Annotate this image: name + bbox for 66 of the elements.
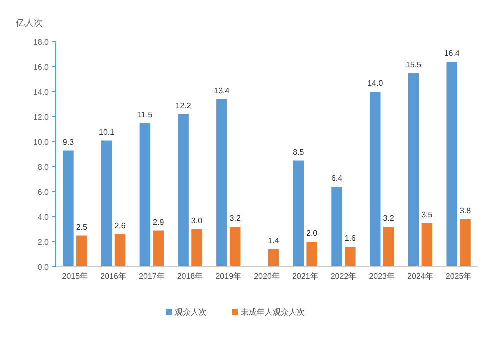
data-label: 14.0 (368, 79, 384, 88)
bar (216, 100, 228, 267)
data-label: 2.0 (306, 229, 318, 238)
bar (230, 227, 241, 267)
y-tick-label: 10.0 (33, 138, 50, 147)
legend-label: 观众人次 (175, 308, 207, 317)
data-label: 2.5 (76, 222, 88, 232)
y-tick-label: 0.0 (38, 262, 50, 272)
bar (408, 73, 420, 267)
data-label: 11.5 (138, 110, 154, 120)
x-tick-label: 2022年 (330, 272, 357, 281)
x-tick-label: 2024年 (408, 272, 434, 281)
y-tick-label: 4.0 (38, 212, 50, 222)
bar (460, 220, 471, 267)
data-label: 2.6 (114, 222, 126, 230)
bar (345, 247, 356, 267)
bar (178, 114, 189, 267)
x-tick-label: 2023年 (369, 272, 395, 281)
bar (268, 250, 280, 267)
data-label: 10.1 (99, 128, 116, 137)
bar (293, 160, 304, 267)
data-label: 16.4 (444, 49, 460, 58)
data-label: 6.4 (331, 174, 344, 183)
data-label: 2.9 (153, 218, 165, 227)
bar (114, 234, 126, 267)
data-label: 12.2 (176, 102, 192, 110)
data-label: 15.5 (406, 60, 422, 70)
bar (192, 230, 202, 267)
x-tick-label: 2017年 (139, 272, 165, 281)
y-tick-label: 14.0 (33, 88, 50, 97)
y-tick-label: 6.0 (38, 188, 50, 197)
bar (140, 123, 151, 267)
data-label: 9.3 (62, 138, 75, 147)
bar (153, 230, 164, 267)
bar (63, 150, 74, 267)
data-label: 8.5 (293, 148, 305, 157)
y-axis-title: 亿人次 (15, 18, 43, 28)
bar (101, 140, 112, 267)
y-tick-label: 12.0 (33, 112, 50, 122)
data-label: 1.6 (344, 234, 357, 243)
y-tick-label: 16.0 (33, 62, 50, 72)
data-label: 3.2 (383, 214, 395, 223)
data-label: 3.2 (230, 214, 242, 223)
bar (370, 92, 381, 267)
x-tick-label: 2016年 (100, 272, 126, 281)
bar (306, 242, 318, 267)
bar (422, 223, 433, 267)
bar (383, 227, 394, 267)
data-label: 13.4 (214, 86, 230, 96)
data-label: 3.0 (191, 216, 204, 226)
legend-label: 未成年人观众人次 (241, 308, 305, 317)
x-tick-label: 2018年 (177, 272, 204, 281)
data-label: 3.5 (422, 210, 434, 220)
y-tick-label: 2.0 (38, 238, 50, 247)
y-tick-label: 8.0 (38, 162, 50, 172)
data-label: 1.4 (268, 236, 280, 246)
bar (332, 187, 342, 267)
bar (446, 62, 458, 267)
data-label: 3.8 (460, 206, 472, 216)
bar (76, 236, 88, 267)
x-tick-label: 2025年 (446, 272, 472, 281)
x-tick-label: 2019年 (216, 272, 242, 281)
y-tick-label: 18.0 (33, 38, 50, 47)
x-tick-label: 2020年 (254, 272, 280, 281)
x-tick-label: 2015年 (62, 272, 88, 281)
x-tick-label: 2021年 (292, 272, 318, 281)
